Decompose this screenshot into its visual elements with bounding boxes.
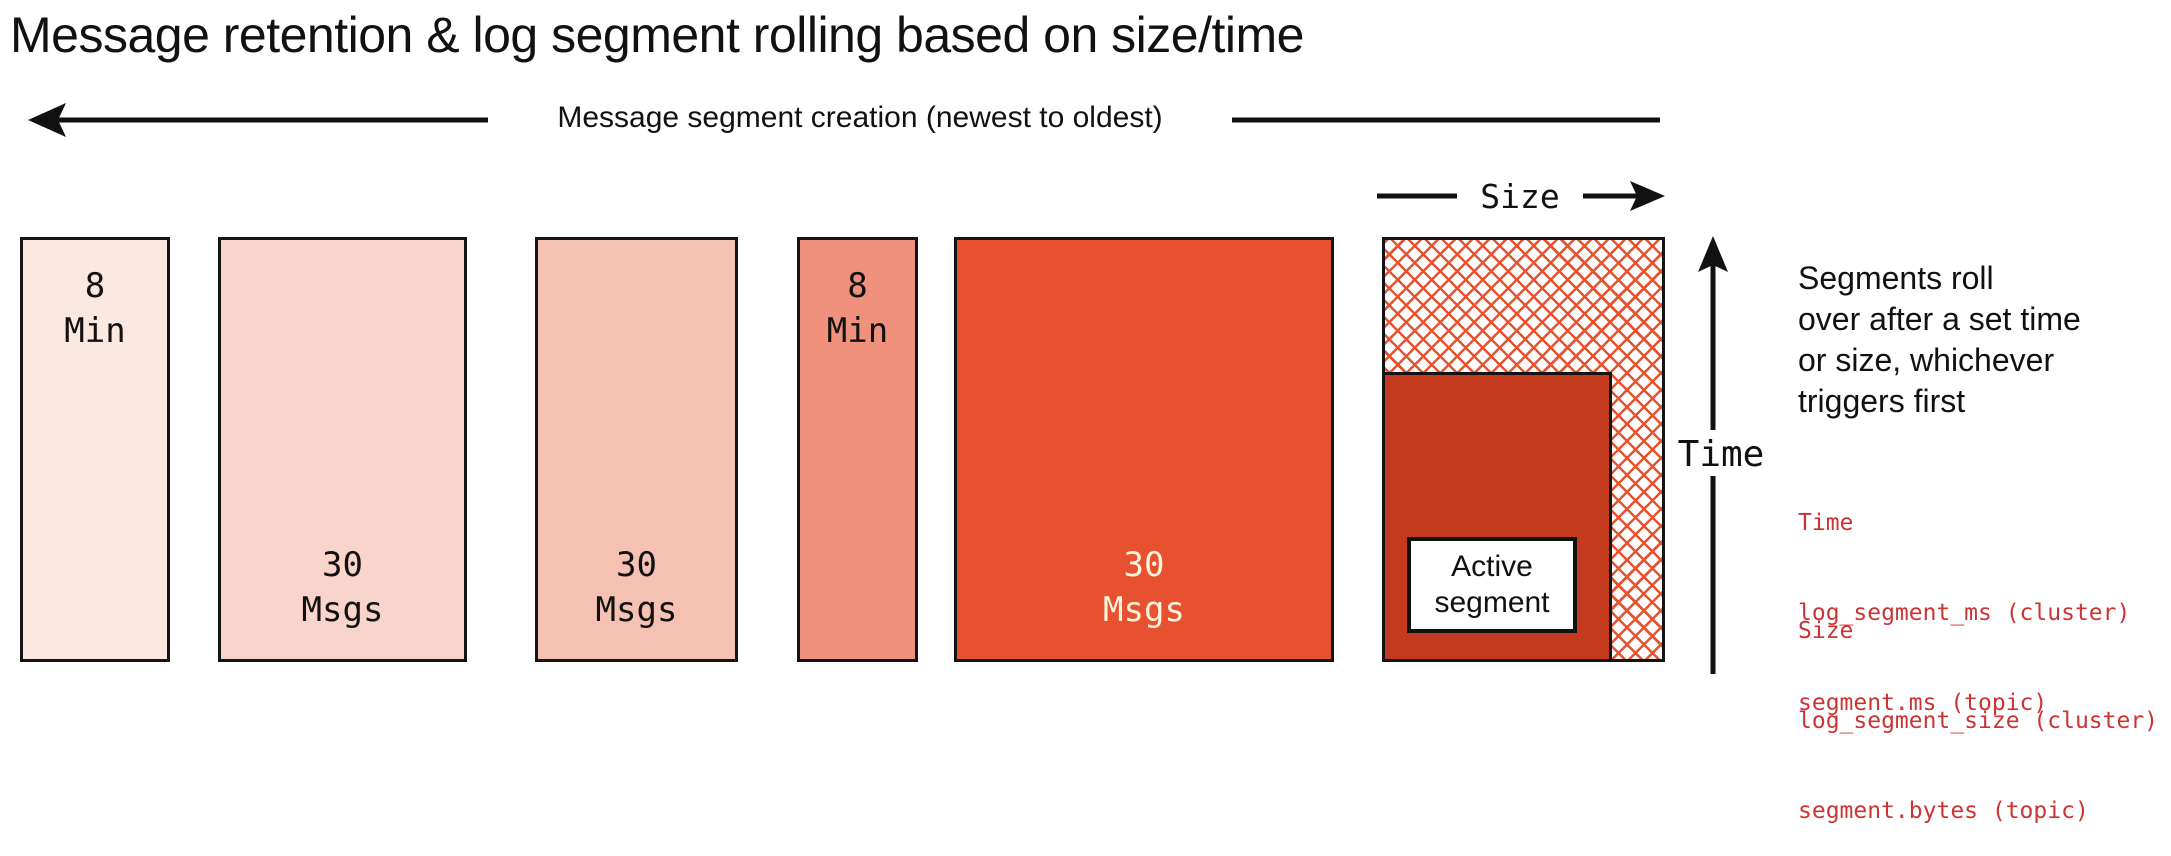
segment-rect-newest: 30 Msgs (954, 237, 1334, 662)
segment-label-line: Min (64, 311, 126, 351)
page-title: Message retention & log segment rolling … (10, 7, 1304, 63)
diagram-canvas: { "title": "Message retention & log segm… (10, 7, 2159, 824)
summary-line: over after a set time (1798, 301, 2081, 337)
segment-label-line: Min (826, 311, 889, 351)
segment-label-line: Msgs (301, 590, 384, 630)
segment-label-line: 30 (1123, 545, 1165, 585)
summary-line: or size, whichever (1798, 342, 2055, 378)
creation-axis-label: Message segment creation (newest to olde… (488, 99, 1232, 137)
active-segment-label-line: segment (1434, 586, 1550, 619)
config-line: log_segment_ms (cluster) (1798, 600, 2131, 626)
active-segment-label-box: Active segment (1407, 537, 1577, 633)
creation-arrow-left-arrowhead-icon (28, 103, 66, 137)
segment-rect: 8 Min (797, 237, 918, 662)
segment-rect: 30 Msgs (218, 237, 467, 662)
config-heading: Time (1798, 510, 1854, 536)
segment-label-line: Msgs (595, 590, 678, 630)
segment-label-line: 8 (847, 266, 868, 306)
segment-label-line: 30 (322, 545, 363, 585)
size-axis-label: Size (1480, 177, 1560, 216)
segment-rect: 30 Msgs (535, 237, 738, 662)
summary-line: triggers first (1798, 383, 1966, 419)
active-segment-label-line: Active (1451, 550, 1533, 583)
segment-label-line: Msgs (1103, 590, 1185, 630)
config-line: log_segment_size (cluster) (1798, 708, 2159, 734)
size-axis-right-arrowhead-icon (1630, 181, 1665, 211)
segment-label-line: 30 (616, 545, 657, 585)
segment-label-line: 8 (84, 266, 106, 306)
size-config-group: Size log_segment_size (cluster) segment.… (1798, 556, 2158, 856)
time-axis-label: Time (1672, 434, 1770, 475)
config-heading: Size (1798, 618, 1854, 644)
rollover-summary-text: Segments roll over after a set time or s… (1798, 258, 2081, 422)
summary-line: Segments roll (1798, 260, 1994, 296)
config-line: segment.bytes (topic) (1798, 798, 2089, 824)
segment-rect-oldest: 8 Min (20, 237, 170, 662)
time-axis-up-arrowhead-icon (1698, 236, 1728, 272)
